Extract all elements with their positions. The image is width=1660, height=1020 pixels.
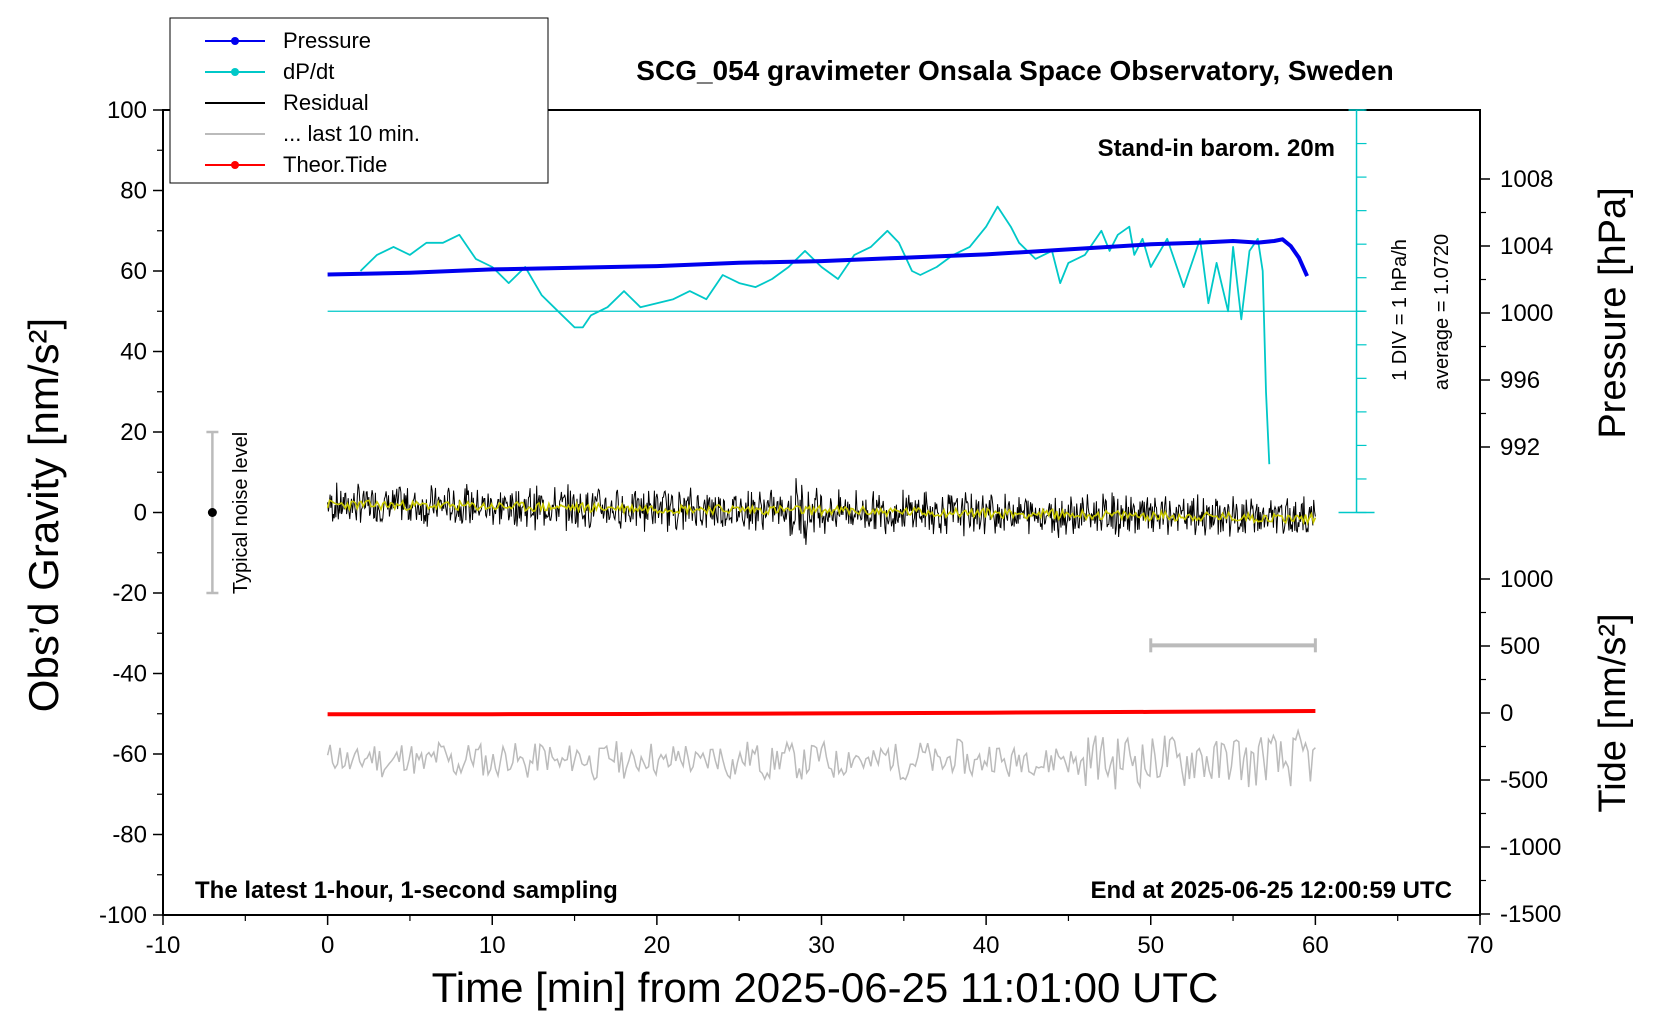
- last-10-min-line: [326, 728, 1316, 790]
- x-tick-label: 60: [1302, 932, 1329, 959]
- x-tick-label: 30: [808, 932, 835, 959]
- y-axis-title-tide: Tide [nm/s²]: [1592, 613, 1634, 812]
- tide-tick-label: 500: [1500, 633, 1540, 660]
- tide-tick-label: -1500: [1500, 901, 1561, 928]
- legend-box: [169, 17, 549, 184]
- tide-tick-label: 0: [1500, 700, 1513, 727]
- pressure-tick-label: 1004: [1500, 233, 1553, 260]
- legend-label: Pressure: [283, 28, 371, 53]
- pressure-line: [327, 237, 1309, 277]
- theoretical-tide-line: [327, 709, 1316, 717]
- tide-tick-label: -500: [1500, 767, 1548, 794]
- plot-area: [206, 109, 1375, 790]
- x-tick-label: 50: [1137, 932, 1164, 959]
- x-tick-label: -10: [146, 932, 181, 959]
- x-tick-label: 10: [479, 932, 506, 959]
- legend-label: Theor.Tide: [283, 152, 387, 177]
- legend-label: ... last 10 min.: [283, 121, 420, 146]
- legend-swatch-dot: [231, 68, 239, 76]
- legend-swatch-dot: [231, 37, 239, 45]
- y-tick-label: -60: [112, 741, 147, 768]
- end-time-note: End at 2025-06-25 12:00:59 UTC: [1091, 877, 1453, 904]
- y-axis-title-left: Obs’d Gravity [nm/s²]: [20, 318, 67, 712]
- dpdt-line: [359, 205, 1271, 465]
- legend-swatch-dot: [231, 161, 239, 169]
- noise-level-note: Typical noise level: [230, 432, 252, 594]
- y-tick-label: -100: [99, 902, 147, 929]
- residual-smoothed-line: [326, 498, 1317, 526]
- x-tick-label: 20: [644, 932, 671, 959]
- y-tick-label: -40: [112, 661, 147, 688]
- x-tick-label: 40: [973, 932, 1000, 959]
- sampling-note: The latest 1-hour, 1-second sampling: [195, 877, 618, 904]
- y-tick-label: 40: [120, 339, 147, 366]
- scale-div-note: 1 DIV = 1 hPa/h: [1389, 239, 1411, 381]
- pressure-tick-label: 1000: [1500, 300, 1553, 327]
- y-tick-label: -20: [112, 580, 147, 607]
- pressure-tick-label: 996: [1500, 367, 1540, 394]
- y-tick-label: 20: [120, 419, 147, 446]
- y-tick-label: -80: [112, 822, 147, 849]
- axis-ticks: -10 0 10 20 30 40 50 60 70100806040200-20-40-60-…: [99, 97, 1561, 959]
- y-axis-title-pressure: Pressure [hPa]: [1592, 187, 1634, 438]
- tide-tick-label: -1000: [1500, 834, 1561, 861]
- scale-average-note: average = 1.0720: [1431, 234, 1453, 390]
- x-tick-label: 0: [321, 932, 334, 959]
- legend-label: Residual: [283, 90, 369, 115]
- y-tick-label: 0: [134, 500, 147, 527]
- chart-title: SCG_054 gravimeter Onsala Space Observat…: [636, 55, 1393, 86]
- legend: Pressure dP/dt Residual ... last 10 min. The…: [169, 17, 549, 184]
- noise-level-center-dot: [207, 508, 217, 517]
- barometer-note: Stand-in barom. 20m: [1098, 135, 1335, 162]
- x-axis-title: Time [min] from 2025-06-25 11:01:00 UTC: [432, 964, 1219, 1011]
- x-tick-label: 70: [1467, 932, 1494, 959]
- y-tick-label: 100: [107, 97, 147, 124]
- residual-line: [327, 478, 1316, 545]
- y-tick-label: 60: [120, 258, 147, 285]
- pressure-tick-label: 1008: [1500, 166, 1553, 193]
- tide-tick-label: 1000: [1500, 566, 1553, 593]
- pressure-tick-label: 992: [1500, 434, 1540, 461]
- y-tick-label: 80: [120, 178, 147, 205]
- legend-label: dP/dt: [283, 59, 334, 84]
